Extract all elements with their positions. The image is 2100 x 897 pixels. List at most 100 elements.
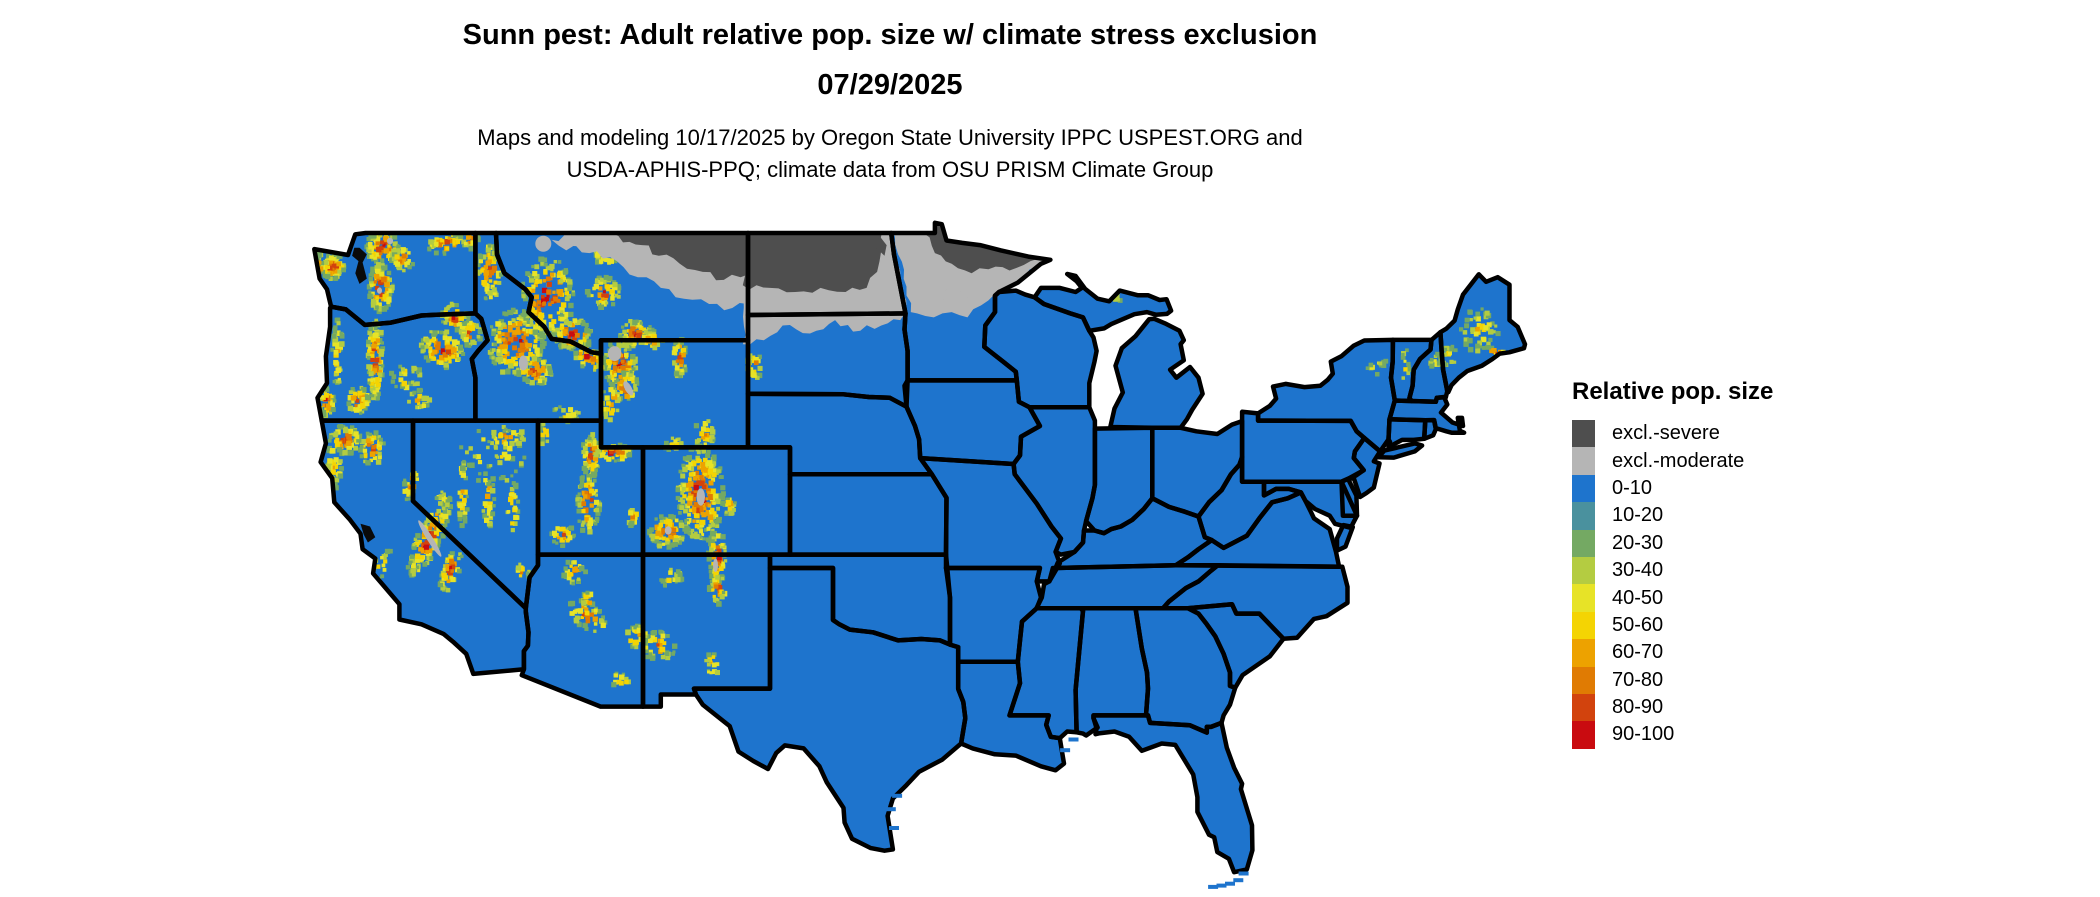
legend-swatch-0-10 — [1572, 474, 1595, 503]
exclusion-moderate-zone — [940, 286, 970, 304]
exclusion-moderate-zone — [551, 234, 581, 251]
offshore-speck — [892, 793, 903, 798]
exclusion-severe-zone — [608, 222, 753, 281]
state-fill-FL — [1093, 715, 1253, 873]
legend-swatch-30-40 — [1572, 556, 1595, 585]
legend-swatch-excl.-moderate — [1572, 447, 1595, 475]
state-fill-KY — [1055, 498, 1212, 568]
state-fill-GA — [1135, 608, 1236, 733]
state-border-AZ — [519, 552, 646, 709]
state-fill-LI — [1378, 443, 1423, 458]
state-border-FL — [1091, 713, 1255, 875]
offshore-speck — [1216, 883, 1227, 888]
legend-items: excl.-severe excl.-moderate 0-10 10-20 20-30… — [1572, 420, 1773, 749]
legend-label: excl.-moderate — [1612, 449, 1745, 472]
state-fill-TX — [694, 568, 966, 851]
state-fill-ME — [1440, 274, 1525, 393]
offshore-speck — [1208, 884, 1219, 889]
state-fill-IN — [1086, 427, 1153, 534]
legend-label: 50-60 — [1612, 613, 1664, 636]
legend-label: 10-20 — [1612, 504, 1664, 527]
offshore-speck — [1068, 737, 1079, 742]
state-fill-NY — [1258, 339, 1395, 452]
state-border-ME — [1438, 272, 1528, 395]
state-fill-OH — [1152, 421, 1243, 517]
state-fill-MS — [1009, 608, 1083, 739]
state-fill-NC — [1163, 565, 1348, 639]
subtitle-line2: USDA-APHIS-PPQ; climate data from OSU PR… — [566, 157, 1214, 182]
state-fill-AR — [946, 568, 1041, 662]
state-fill-SC — [1188, 604, 1284, 688]
legend-label: 20-30 — [1612, 531, 1664, 554]
offshore-speck — [1225, 881, 1235, 886]
state-fill-VA — [1175, 492, 1340, 567]
legend-label: 90-100 — [1612, 723, 1675, 746]
state-fill-IL — [1013, 407, 1095, 555]
state-border-TX — [691, 565, 968, 853]
state-fill-NV — [413, 420, 538, 609]
legend-item: 40-50 — [1572, 584, 1773, 612]
offshore-speck — [1060, 748, 1071, 753]
exclusion-severe-zone — [876, 235, 887, 256]
legend-swatch-60-70 — [1572, 639, 1595, 667]
legend-item: 50-60 — [1572, 611, 1773, 640]
legend-item: 30-40 — [1572, 556, 1773, 585]
state-fill-PA — [1242, 411, 1365, 482]
legend-item: excl.-severe — [1572, 420, 1773, 448]
legend-item: 10-20 — [1572, 502, 1773, 530]
offshore-speck — [889, 826, 899, 830]
page-title: Sunn pest: Adult relative pop. size w/ c… — [462, 19, 1318, 51]
legend-label: 30-40 — [1612, 559, 1664, 582]
legend: Relative pop. size excl.-severe excl.-mod… — [1572, 378, 1773, 749]
legend-label: 70-80 — [1612, 668, 1664, 691]
exclusion-severe-zone — [740, 222, 885, 293]
legend-item: 80-90 — [1572, 693, 1773, 722]
page-title-date: 07/29/2025 — [817, 69, 963, 101]
legend-title: Relative pop. size — [1572, 378, 1774, 405]
legend-item: 0-10 — [1572, 474, 1773, 503]
legend-label: 80-90 — [1612, 696, 1664, 719]
legend-item: 90-100 — [1572, 721, 1773, 749]
legend-swatch-20-30 — [1572, 529, 1595, 557]
state-fill-WI — [984, 290, 1097, 408]
state-fill-SD — [748, 313, 908, 407]
state-fill-MIUP — [1034, 274, 1172, 331]
state-border-NC — [1160, 563, 1350, 642]
state-fill-NE — [748, 393, 932, 475]
state-borders — [312, 220, 1528, 875]
legend-label: 60-70 — [1612, 641, 1664, 664]
legend-item: 60-70 — [1572, 639, 1773, 667]
state-border-NY — [1255, 337, 1398, 454]
legend-swatch-40-50 — [1572, 584, 1595, 612]
subtitle-line1: Maps and modeling 10/17/2025 by Oregon S… — [477, 125, 1303, 150]
state-fill-WV — [1198, 457, 1301, 548]
water-body — [352, 247, 367, 284]
water-body — [360, 523, 376, 543]
state-fill-AZ — [521, 554, 643, 707]
legend-label: excl.-severe — [1612, 422, 1720, 445]
state-fill-AL — [1075, 608, 1148, 736]
legend-item: excl.-moderate — [1572, 447, 1773, 475]
legend-swatch-10-20 — [1572, 502, 1595, 530]
legend-item: 20-30 — [1572, 529, 1773, 557]
state-fill-KS — [790, 474, 947, 555]
state-fill-NH — [1409, 332, 1448, 402]
legend-swatch-50-60 — [1572, 611, 1595, 640]
offshore-speck — [885, 807, 896, 812]
state-border-MILP — [1108, 316, 1205, 431]
offshore-speck — [1238, 871, 1249, 876]
state-border-LI — [1376, 441, 1425, 460]
state-fill-IA — [906, 380, 1040, 464]
legend-swatch-excl.-severe — [1572, 420, 1595, 448]
legend-swatch-80-90 — [1572, 693, 1595, 722]
state-fill-OK — [770, 554, 950, 645]
legend-label: 40-50 — [1612, 586, 1664, 609]
legend-label: 0-10 — [1612, 476, 1653, 499]
legend-swatch-90-100 — [1572, 721, 1595, 749]
state-fill-NM — [643, 554, 770, 707]
legend-item: 70-80 — [1572, 666, 1773, 694]
state-border-WI — [982, 288, 1099, 410]
state-border-MIUP — [1032, 271, 1174, 334]
